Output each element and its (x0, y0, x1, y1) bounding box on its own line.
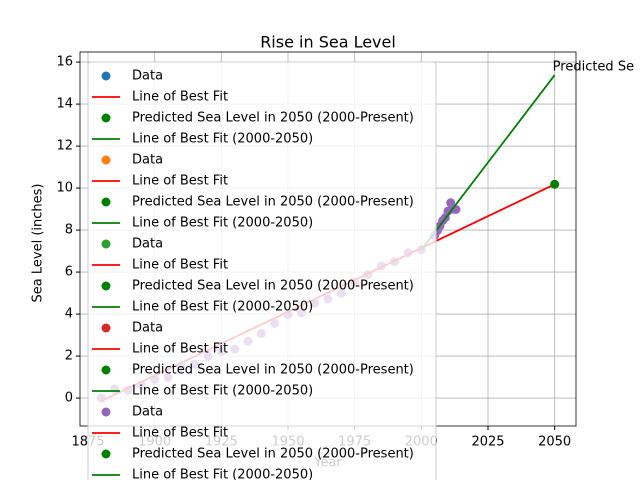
y-tick-label: 2 (65, 349, 73, 364)
legend-label: Line of Best Fit (132, 174, 228, 189)
legend-box (87, 61, 437, 480)
legend-label: Predicted Sea Level in 2050 (2000-Presen… (132, 111, 414, 126)
legend-label: Data (132, 321, 163, 336)
legend-swatch (101, 365, 111, 375)
y-tick-label: 16 (56, 55, 73, 70)
data-point (550, 179, 560, 189)
legend-label: Predicted Sea Level in 2050 (2000-Presen… (132, 279, 414, 294)
legend-swatch (101, 113, 111, 123)
legend-swatch (101, 197, 111, 207)
y-tick-label: 4 (65, 307, 73, 322)
legend-label: Line of Best Fit (132, 342, 228, 357)
legend-label: Line of Best Fit (2000-2050) (132, 468, 313, 480)
legend-label: Line of Best Fit (132, 426, 228, 441)
chart-title: Rise in Sea Level (260, 33, 396, 52)
y-tick-label: 10 (56, 181, 73, 196)
legend-label: Line of Best Fit (132, 258, 228, 273)
legend-swatch (101, 449, 111, 459)
legend-label: Data (132, 69, 163, 84)
legend-label: Predicted Sea Level in 2050 (2000-Presen… (132, 363, 414, 378)
y-tick-label: 6 (65, 265, 73, 280)
legend-label: Predicted Sea Level in 2050 (2000-Presen… (132, 195, 414, 210)
y-axis-label: Sea Level (inches) (31, 184, 46, 303)
legend-swatch (101, 323, 111, 333)
legend-label: Data (132, 405, 163, 420)
y-tick-label: 0 (65, 391, 73, 406)
line (420, 74, 556, 251)
legend-label: Line of Best Fit (132, 90, 228, 105)
y-tick-label: 8 (65, 223, 73, 238)
y-tick-label: 12 (56, 139, 73, 154)
legend-swatch (101, 281, 111, 291)
legend-label: Data (132, 153, 163, 168)
x-tick-label: 2050 (538, 435, 571, 450)
legend-swatch (101, 407, 111, 417)
x-tick-label: 2025 (471, 435, 504, 450)
legend-label: Line of Best Fit (2000-2050) (132, 384, 313, 399)
legend-swatch (101, 239, 111, 249)
y-tick-label: 14 (56, 97, 73, 112)
annotation: Predicted Se (553, 60, 634, 75)
legend-label: Line of Best Fit (2000-2050) (132, 132, 313, 147)
legend-label: Line of Best Fit (2000-2050) (132, 216, 313, 231)
legend-label: Line of Best Fit (2000-2050) (132, 300, 313, 315)
legend-label: Data (132, 237, 163, 252)
legend-swatch (101, 71, 111, 81)
legend-label: Predicted Sea Level in 2050 (2000-Presen… (132, 447, 414, 462)
legend-swatch (101, 155, 111, 165)
